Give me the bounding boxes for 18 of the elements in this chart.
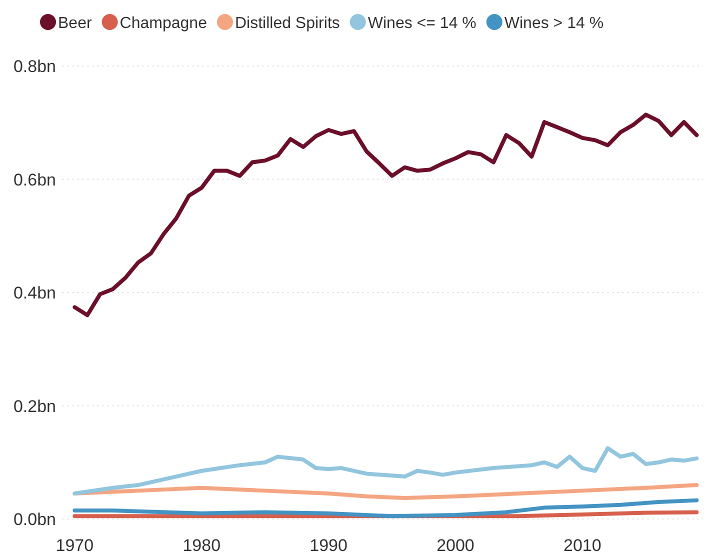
x-tick-label: 2010 [564, 536, 602, 555]
line-series [72, 112, 699, 318]
x-tick-label: 1990 [310, 536, 348, 555]
legend-label: Champagne [120, 15, 208, 32]
y-tick-label: 0.4bn [13, 284, 56, 302]
legend-label: Wines <= 14 % [368, 15, 476, 32]
x-tick-label: 1980 [182, 536, 221, 555]
legend-label: Distilled Spirits [234, 15, 340, 32]
y-tick-label: 0.8bn [13, 57, 56, 76]
legend-label: Beer [58, 15, 92, 32]
y-tick-label: 0.2bn [13, 396, 56, 416]
x-tick-label: 1970 [56, 536, 94, 555]
x-tick-label: 2000 [436, 536, 474, 555]
y-tick-label: 0.6bn [13, 170, 56, 190]
y-tick-label: 0.0bn [13, 510, 56, 529]
line-series [72, 446, 699, 496]
legend-label: Wines > 14 % [504, 15, 604, 32]
line-series [72, 498, 699, 518]
